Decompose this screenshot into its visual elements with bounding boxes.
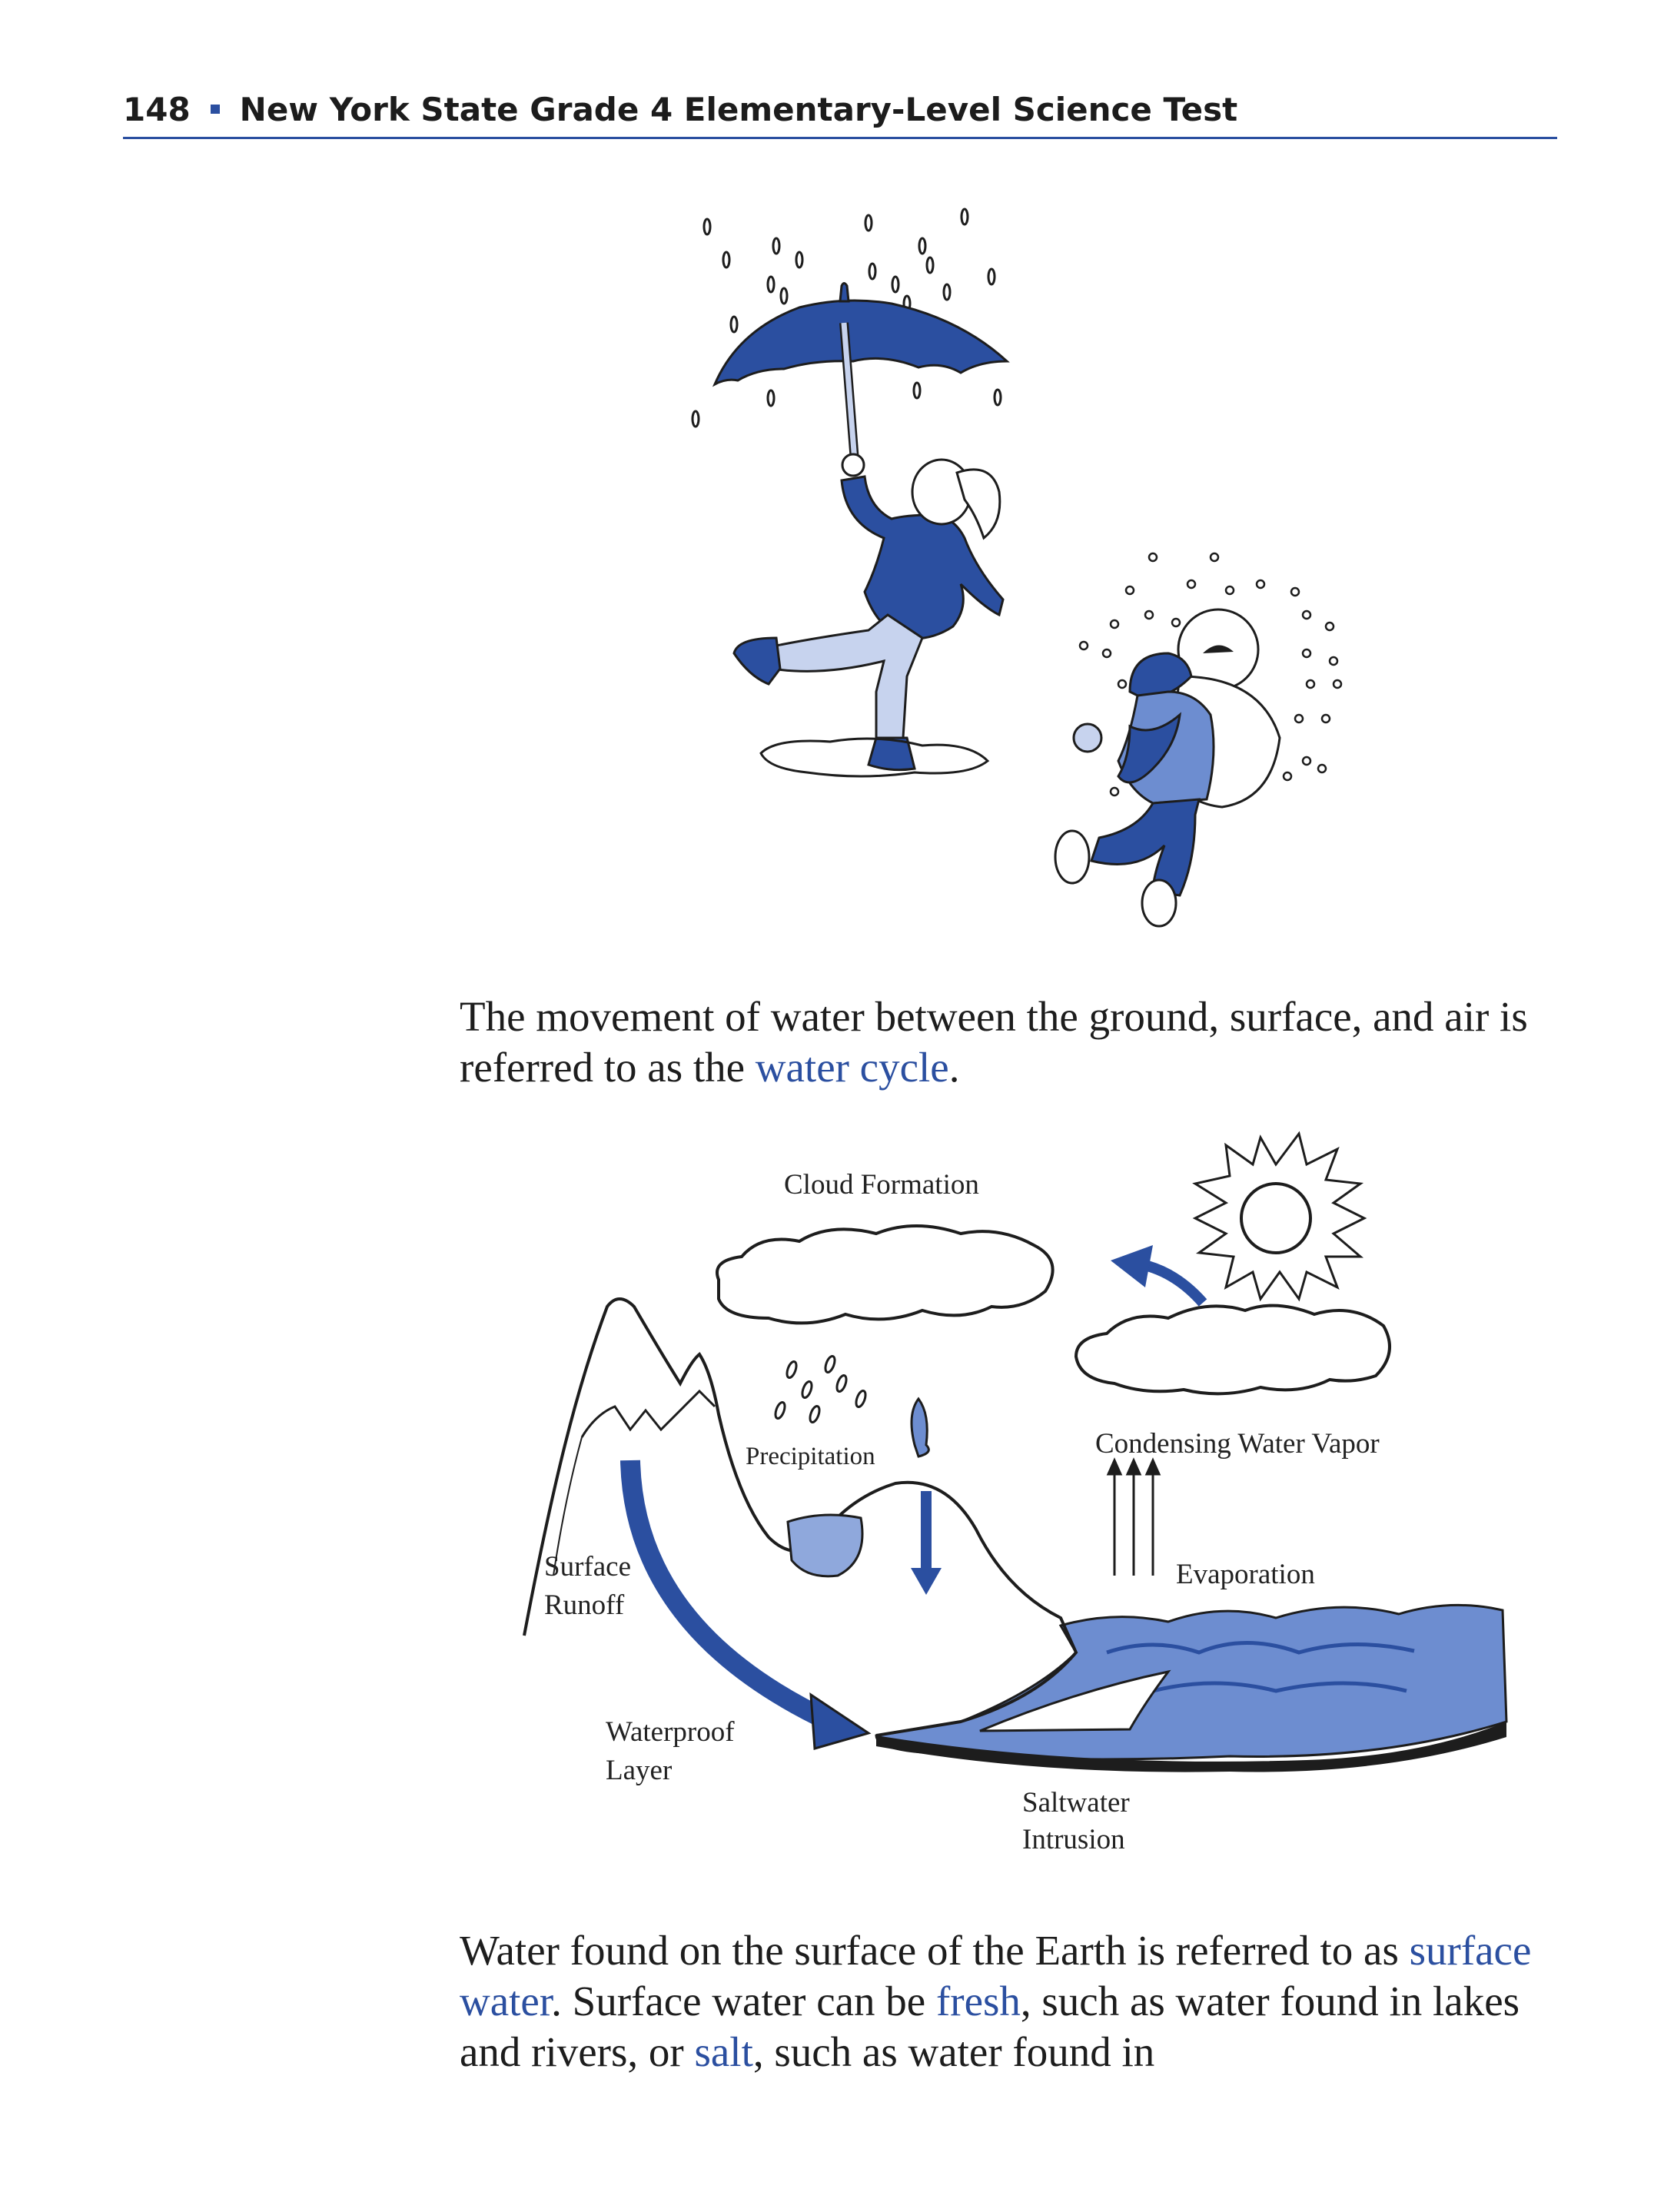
cloud-formation-cloud <box>716 1224 1055 1325</box>
evaporation-arrows <box>1106 1457 1161 1576</box>
surface-runoff-arrow <box>620 1460 835 1731</box>
paragraph-surface-water: Water found on the surface of the Earth … <box>460 1925 1566 2077</box>
child-in-snow-illustration <box>1054 552 1343 928</box>
condensing-cloud <box>1074 1304 1391 1396</box>
term-fresh: fresh <box>935 1978 1021 2024</box>
header-bullet-icon <box>210 104 220 114</box>
paragraph2-part4: , such as water found in <box>752 2028 1155 2075</box>
label-saltwater-intrusion-line1: Saltwater <box>1022 1787 1130 1818</box>
paragraph-water-cycle: The movement of water between the ground… <box>460 991 1551 1093</box>
label-surface-runoff-line1: Surface <box>544 1551 631 1583</box>
paragraph1-text-after: . <box>948 1044 960 1091</box>
evaporation-curved-arrow <box>1140 1259 1207 1307</box>
paragraph2-part3: , such as water found in lakes and river… <box>460 1978 1520 2075</box>
snowflakes <box>1078 552 1343 797</box>
precipitation-drops <box>774 1355 867 1423</box>
girl-with-umbrella-illustration <box>691 208 1010 778</box>
label-cloud-formation: Cloud Formation <box>784 1169 979 1201</box>
girl-legs <box>771 613 924 739</box>
label-evaporation: Evaporation <box>1176 1559 1315 1590</box>
page-number: 148 <box>123 91 191 128</box>
label-saltwater-intrusion-line2: Intrusion <box>1022 1824 1125 1855</box>
sun-icon <box>1192 1131 1367 1302</box>
girl-coat <box>840 475 1005 640</box>
term-water-cycle: water cycle <box>755 1044 949 1091</box>
header-title: New York State Grade 4 Elementary-Level … <box>239 91 1238 128</box>
ocean <box>875 1603 1508 1761</box>
paragraph2-part1: Water found on the surface of the Earth … <box>460 1927 1410 1974</box>
child-scarf <box>1117 712 1181 784</box>
mountain <box>523 1297 1078 1737</box>
paragraph1-text-before: The movement of water between the ground… <box>460 993 1528 1091</box>
term-surface-water: surface water <box>460 1927 1532 2024</box>
label-surface-runoff-line2: Runoff <box>544 1589 625 1621</box>
page-header: 148 New York State Grade 4 Elementary-Lev… <box>123 91 1237 128</box>
umbrella-canopy <box>712 299 1010 387</box>
paragraph2-part2: . Surface water can be <box>551 1978 936 2024</box>
child-pants <box>1090 798 1201 897</box>
term-salt: salt <box>694 2028 753 2075</box>
water-cycle-diagram: Cloud Formation Precipitation Condensing… <box>523 1131 1508 1855</box>
puddle <box>759 737 990 778</box>
lake <box>786 1513 864 1578</box>
raindrops <box>691 208 1002 428</box>
label-waterproof-layer-line1: Waterproof <box>606 1716 735 1748</box>
header-rule <box>123 137 1557 139</box>
tree <box>910 1397 930 1458</box>
label-precipitation: Precipitation <box>746 1443 875 1470</box>
label-condensing-water-vapor: Condensing Water Vapor <box>1095 1428 1380 1460</box>
label-waterproof-layer-line2: Layer <box>606 1755 672 1786</box>
waterproof-layer <box>876 1722 1506 1772</box>
saltwater-wedge <box>979 1669 1171 1732</box>
